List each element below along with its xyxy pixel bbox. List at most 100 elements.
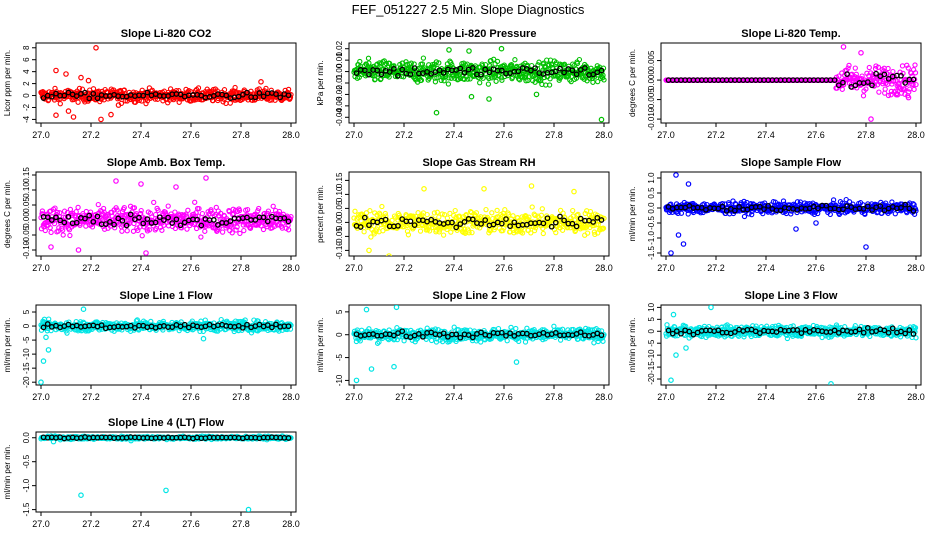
reference-point (127, 322, 134, 329)
reference-point (185, 324, 192, 331)
data-point (233, 227, 239, 233)
x-tick-label: 27.8 (545, 263, 563, 273)
data-point (486, 75, 492, 82)
reference-point (144, 216, 151, 222)
data-point (880, 81, 886, 87)
data-point (39, 208, 46, 214)
x-tick-label: 27.0 (32, 263, 50, 273)
y-tick-label: -0.01 (335, 73, 344, 92)
data-point (452, 207, 458, 214)
outlier-point (571, 188, 577, 195)
y-tick-label: 5 (335, 309, 344, 314)
outlier-point (486, 96, 492, 102)
x-tick-label: 28.0 (282, 130, 300, 140)
data-points (38, 44, 294, 123)
data-point (445, 81, 452, 87)
data-point (535, 62, 541, 68)
data-point (875, 64, 882, 70)
reference-point (498, 329, 505, 336)
data-point (152, 211, 159, 218)
data-point (516, 338, 522, 345)
x-tick-label: 27.4 (445, 130, 463, 140)
data-point (419, 61, 426, 67)
reference-point (498, 220, 505, 227)
outlier-point (468, 93, 475, 100)
data-point (512, 57, 518, 63)
reference-point (395, 222, 401, 229)
x-tick-label: 27.4 (132, 130, 150, 140)
y-tick-label: 5 (22, 309, 31, 314)
y-tick-label: 0.00 (335, 214, 344, 230)
data-point (907, 200, 913, 206)
x-tick-label: 27.8 (857, 392, 875, 402)
x-tick-label: 27.8 (232, 130, 250, 140)
data-point (546, 61, 552, 68)
reference-point (48, 217, 55, 223)
reference-point (285, 323, 292, 330)
data-point (519, 230, 526, 236)
data-point (836, 73, 842, 79)
reference-point (482, 217, 489, 223)
data-point (155, 207, 161, 213)
data-point (424, 66, 430, 73)
data-points (663, 172, 919, 256)
x-tick-label: 27.6 (182, 392, 200, 402)
reference-point (469, 65, 476, 71)
data-point (240, 222, 246, 228)
data-point (401, 223, 407, 230)
reference-point (215, 222, 221, 228)
y-tick-label: -0.05 (22, 225, 31, 244)
outlier-point (368, 366, 375, 372)
y-tick-label: -5 (335, 353, 344, 361)
reference-point (94, 213, 101, 220)
y-axis-label: kPa per min. (316, 61, 325, 106)
outlier-point (868, 116, 874, 122)
data-point (221, 87, 228, 93)
data-point (888, 92, 894, 98)
reference-point (823, 202, 830, 209)
outlier-point (858, 49, 864, 56)
data-point (434, 209, 440, 215)
outlier-point (78, 74, 84, 81)
data-point (288, 91, 294, 98)
data-point (726, 201, 732, 208)
data-point (424, 211, 430, 218)
data-point (469, 229, 475, 236)
outlier-point (48, 244, 54, 250)
y-tick-label: 1.0 (647, 172, 656, 184)
outlier-point (433, 109, 440, 116)
data-point (428, 337, 435, 344)
data-point (522, 339, 529, 345)
data-point (592, 231, 598, 238)
reference-point (277, 94, 284, 101)
reference-point (569, 220, 576, 227)
reference-point (902, 80, 909, 86)
data-point (501, 62, 507, 68)
data-point (79, 86, 86, 92)
outlier-point (446, 47, 452, 53)
y-tick-label: -0.010 (647, 107, 656, 130)
data-point (601, 77, 607, 83)
data-point (114, 207, 120, 213)
reference-point (260, 214, 267, 221)
data-point (420, 55, 427, 61)
data-point (502, 207, 508, 213)
x-tick-label: 27.2 (82, 130, 100, 140)
reference-point (177, 222, 184, 229)
reference-point (86, 95, 93, 102)
reference-point (548, 223, 555, 230)
outlier-point (80, 306, 87, 313)
data-point (146, 227, 153, 233)
data-point (478, 339, 484, 345)
outlier-point (366, 247, 372, 254)
reference-point (569, 67, 576, 74)
y-tick-label: 2 (22, 81, 31, 86)
data-point (165, 203, 171, 209)
y-tick-label: -0.04 (335, 108, 344, 127)
y-tick-label: -1.5 (647, 246, 656, 260)
outlier-point (98, 116, 104, 123)
data-point (553, 229, 559, 236)
data-point (504, 338, 510, 344)
reference-point (873, 70, 879, 77)
reference-point (544, 215, 551, 222)
